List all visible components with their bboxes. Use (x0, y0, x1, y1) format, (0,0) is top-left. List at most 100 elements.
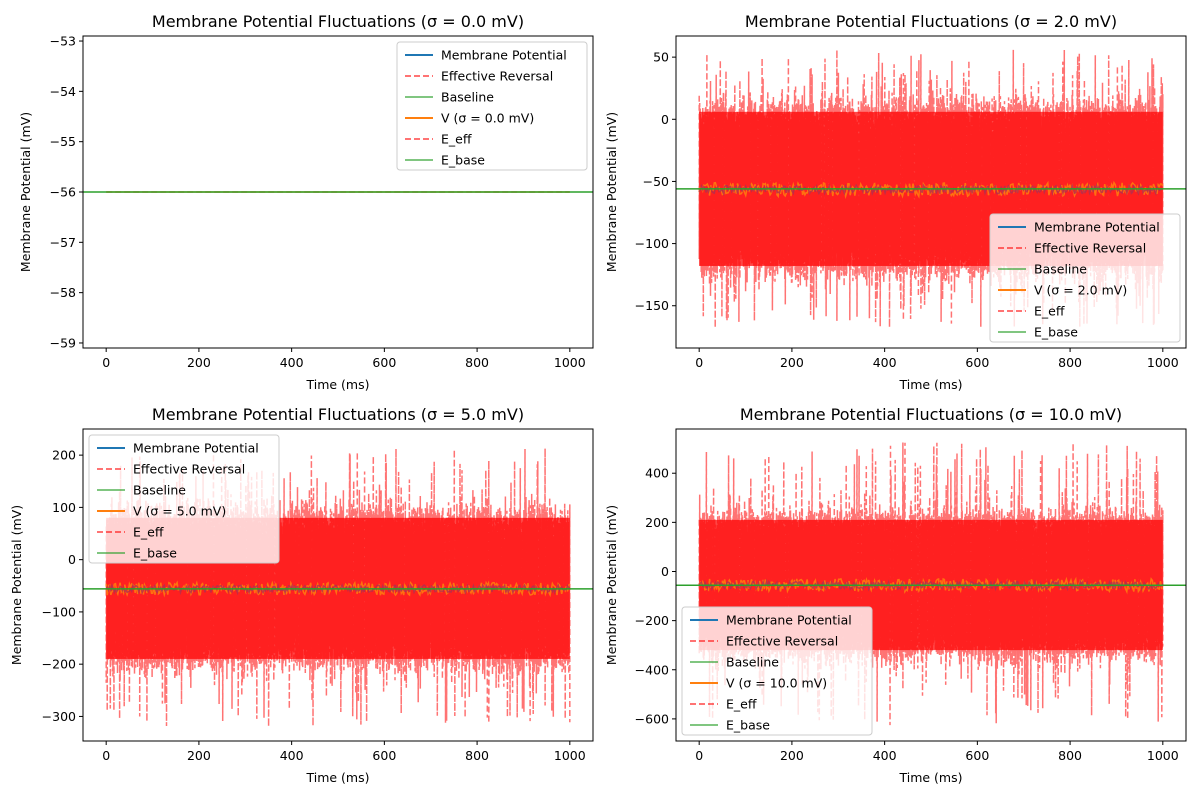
x-tick-label: 1000 (1147, 748, 1179, 763)
legend-label: Effective Reversal (133, 462, 245, 477)
y-tick-label: −200 (635, 613, 669, 628)
legend-label: E_base (726, 718, 770, 733)
legend: Membrane Potential Effective Reversal Base… (989, 213, 1181, 343)
y-tick-label: 200 (52, 448, 76, 463)
axes-frame (82, 428, 594, 742)
x-axis-label: Time (ms) (305, 377, 369, 392)
y-axis-label: Membrane Potential (mV) (18, 112, 33, 272)
y-tick-label: 0 (68, 552, 76, 567)
y-tick-label: −150 (635, 298, 669, 313)
x-tick-label: 200 (187, 355, 211, 370)
legend-label: E_eff (133, 525, 164, 540)
y-tick-label: 100 (52, 500, 76, 515)
x-tick-label: 0 (102, 748, 110, 763)
legend-label: V (σ = 0.0 mV) (441, 111, 534, 126)
y-tick-label: −59 (50, 335, 76, 350)
x-tick-label: 1000 (1147, 355, 1179, 370)
y-tick-label: 50 (653, 50, 669, 65)
chart-title: Membrane Potential Fluctuations (σ = 2.0… (745, 12, 1117, 31)
x-axis-label: Time (ms) (305, 770, 369, 785)
y-tick-label: −200 (42, 657, 76, 672)
legend-label: Baseline (133, 483, 186, 498)
legend-label: Baseline (1034, 262, 1087, 277)
x-tick-label: 600 (965, 748, 989, 763)
plot-area (83, 448, 593, 727)
legend-label: E_eff (726, 697, 757, 712)
membrane-potential-trace (698, 183, 1163, 197)
y-tick-label: 200 (645, 515, 669, 530)
y-tick-label: 0 (661, 112, 669, 127)
legend-label: V (σ = 2.0 mV) (1034, 283, 1127, 298)
y-tick-label: −100 (635, 236, 669, 251)
x-tick-label: 600 (372, 355, 396, 370)
legend-box (989, 213, 1181, 343)
y-tick-label: −300 (42, 709, 76, 724)
y-tick-label: −53 (50, 34, 76, 49)
x-tick-label: 0 (695, 355, 703, 370)
legend-box (88, 434, 280, 564)
legend: Membrane Potential Effective Reversal Base… (681, 606, 873, 736)
legend-label: Baseline (726, 655, 779, 670)
y-tick-label: −56 (50, 185, 76, 200)
x-tick-label: 400 (873, 748, 897, 763)
legend-label: E_eff (1034, 304, 1065, 319)
legend: Membrane Potential Effective Reversal Base… (396, 41, 588, 171)
axes-frame (675, 35, 1187, 349)
legend-label: V (σ = 5.0 mV) (133, 504, 226, 519)
y-tick-label: −55 (50, 134, 76, 149)
legend-label: Membrane Potential (1034, 220, 1160, 235)
voltage-trace (105, 580, 571, 598)
plot-area (676, 442, 1186, 726)
legend-label: E_base (441, 153, 485, 168)
x-tick-label: 0 (102, 355, 110, 370)
x-tick-label: 400 (280, 748, 304, 763)
x-tick-label: 0 (695, 748, 703, 763)
panel-2: 0 200 400 600 800 1000 −150 −100 −50 0 50 Membrane … (604, 12, 1187, 392)
legend-label: Effective Reversal (726, 634, 838, 649)
y-tick-label: −100 (42, 604, 76, 619)
x-tick-label: 800 (465, 748, 489, 763)
y-tick-label: −54 (50, 84, 76, 99)
y-tick-label: −50 (643, 174, 669, 189)
chart-title: Membrane Potential Fluctuations (σ = 5.0… (152, 405, 524, 424)
legend-box (396, 41, 588, 171)
voltage-trace (698, 576, 1163, 595)
legend-label: Effective Reversal (1034, 241, 1146, 256)
x-tick-label: 200 (780, 355, 804, 370)
x-tick-label: 400 (280, 355, 304, 370)
chart-title: Membrane Potential Fluctuations (σ = 10.… (740, 405, 1122, 424)
y-tick-label: −400 (635, 662, 669, 677)
y-tick-label: −600 (635, 711, 669, 726)
legend-label: E_base (133, 546, 177, 561)
axes-frame (675, 428, 1187, 742)
panel-3: 0 200 400 600 800 1000 −300 −200 −100 0 100 200 Memb… (9, 405, 594, 785)
x-tick-label: 1000 (554, 355, 586, 370)
legend-label: Membrane Potential (726, 613, 852, 628)
y-tick-label: −57 (50, 235, 76, 250)
y-tick-label: 400 (645, 466, 669, 481)
legend-label: V (σ = 10.0 mV) (726, 676, 827, 691)
x-tick-label: 200 (187, 748, 211, 763)
legend-label: Effective Reversal (441, 69, 553, 84)
legend-label: Baseline (441, 90, 494, 105)
legend-label: E_eff (441, 132, 472, 147)
y-tick-label: 0 (661, 564, 669, 579)
panel-1: 0 200 400 600 800 1000 −59 −58 −57 −56 −55 −54 −53 Me… (18, 12, 594, 392)
legend-label: Membrane Potential (441, 48, 567, 63)
y-tick-label: −58 (50, 285, 76, 300)
y-axis-label: Membrane Potential (mV) (604, 112, 619, 272)
x-tick-label: 800 (1058, 748, 1082, 763)
y-axis-label: Membrane Potential (mV) (604, 505, 619, 665)
x-axis-label: Time (ms) (898, 377, 962, 392)
legend-box (681, 606, 873, 736)
y-axis-label: Membrane Potential (mV) (9, 505, 24, 665)
x-tick-label: 200 (780, 748, 804, 763)
x-tick-label: 600 (965, 355, 989, 370)
legend: Membrane Potential Effective Reversal Base… (88, 434, 280, 564)
x-axis-label: Time (ms) (898, 770, 962, 785)
x-tick-label: 800 (1058, 355, 1082, 370)
x-tick-label: 400 (873, 355, 897, 370)
chart-title: Membrane Potential Fluctuations (σ = 0.0… (152, 12, 524, 31)
panel-4: 0 200 400 600 800 1000−600−400−2000200400Memb… (604, 405, 1187, 785)
